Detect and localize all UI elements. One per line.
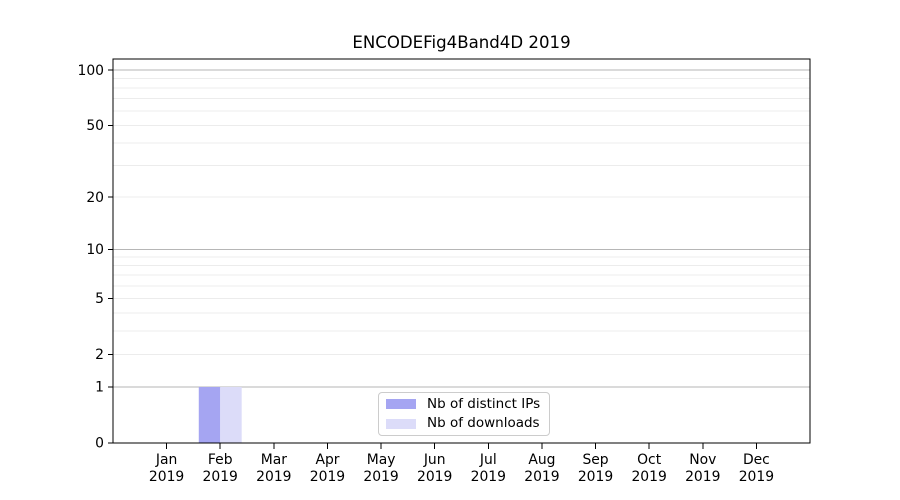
x-tick-label-year-aug: 2019	[524, 469, 559, 485]
y-tick-label-0: 0	[95, 436, 104, 452]
y-tick-label-10: 10	[86, 242, 104, 258]
x-tick-label-year-dec: 2019	[739, 469, 774, 485]
x-tick-label-month-aug: Aug	[528, 452, 555, 468]
legend-item-downloads: Nb of downloads	[386, 415, 540, 431]
x-tick-label-month-may: May	[367, 452, 396, 468]
x-tick-label-month-apr: Apr	[315, 452, 339, 468]
x-tick-label-month-dec: Dec	[743, 452, 770, 468]
x-tick-label-month-sep: Sep	[582, 452, 608, 468]
y-tick-label-100: 100	[77, 63, 104, 79]
x-tick-label-year-nov: 2019	[685, 469, 720, 485]
x-tick-label-month-jan: Jan	[155, 452, 177, 468]
bar-downloads-feb	[220, 387, 242, 443]
y-tick-label-2: 2	[95, 347, 104, 363]
x-tick-label-month-jun: Jun	[423, 452, 446, 468]
x-tick-label-month-oct: Oct	[637, 452, 662, 468]
legend-swatch-downloads-icon	[386, 418, 416, 429]
x-tick-label-month-mar: Mar	[261, 452, 287, 468]
chart-title: ENCODEFig4Band4D 2019	[352, 33, 571, 52]
x-tick-label-year-mar: 2019	[256, 469, 291, 485]
legend-label-distinct-ips: Nb of distinct IPs	[427, 395, 541, 412]
x-tick-label-month-nov: Nov	[689, 452, 716, 468]
legend-label-downloads: Nb of downloads	[427, 415, 540, 431]
x-tick-label-year-may: 2019	[363, 469, 398, 485]
y-tick-label-50: 50	[86, 118, 104, 134]
y-tick-label-5: 5	[95, 291, 104, 307]
x-tick-label-month-jul: Jul	[479, 452, 497, 468]
x-tick-label-year-jun: 2019	[417, 469, 452, 485]
x-tick-label-year-apr: 2019	[310, 469, 345, 485]
y-tick-label-1: 1	[95, 380, 104, 396]
x-tick-label-year-jul: 2019	[471, 469, 506, 485]
legend-item-distinct-ips: Nb of distinct IPs	[386, 395, 541, 412]
x-tick-label-year-jan: 2019	[149, 469, 184, 485]
axes-spines	[112, 58, 811, 444]
legend-swatch-distinct-ips-icon	[386, 399, 416, 410]
bar-distinct-ips-feb	[198, 387, 221, 443]
x-tick-label-year-oct: 2019	[631, 469, 666, 485]
x-tick-label-year-sep: 2019	[578, 469, 613, 485]
legend: Nb of distinct IPs Nb of downloads	[378, 392, 551, 436]
x-tick-label-month-feb: Feb	[208, 452, 233, 468]
x-tick-label-year-feb: 2019	[203, 469, 238, 485]
y-tick-label-20: 20	[86, 190, 104, 206]
